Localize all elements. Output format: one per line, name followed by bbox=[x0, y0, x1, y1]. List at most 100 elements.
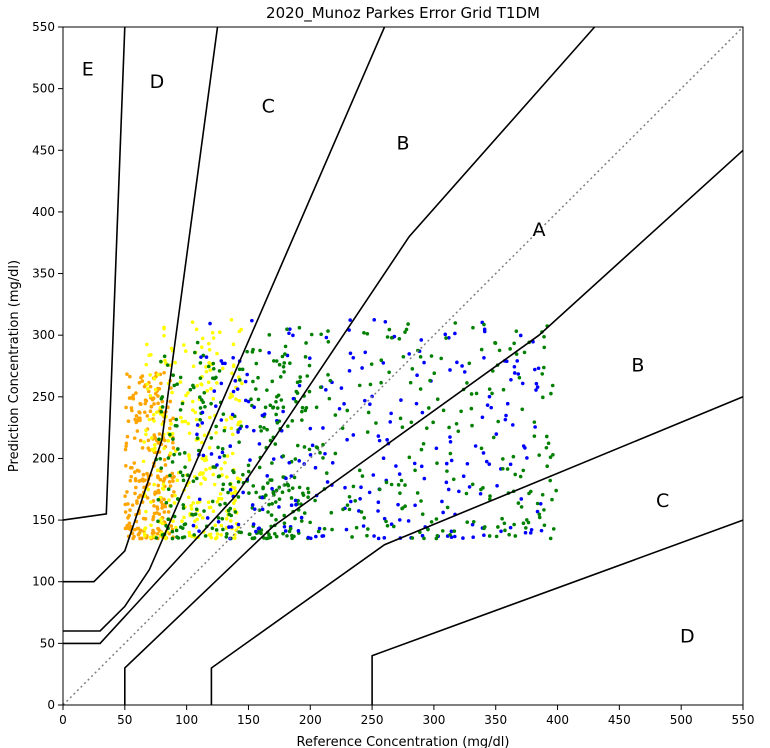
scatter-point bbox=[176, 497, 180, 501]
scatter-point bbox=[131, 393, 136, 398]
scatter-point bbox=[538, 501, 543, 506]
scatter-point bbox=[127, 385, 131, 390]
scatter-point bbox=[345, 437, 349, 442]
scatter-point bbox=[520, 381, 525, 386]
scatter-point bbox=[228, 519, 233, 523]
scatter-point bbox=[528, 489, 533, 494]
scatter-point bbox=[326, 329, 330, 333]
scatter-point bbox=[347, 507, 352, 512]
scatter-point bbox=[194, 507, 199, 512]
scatter-point bbox=[200, 516, 205, 520]
scatter-point bbox=[206, 500, 211, 505]
scatter-point bbox=[198, 417, 202, 422]
scatter-point bbox=[162, 354, 167, 359]
scatter-point bbox=[266, 510, 270, 514]
scatter-point bbox=[257, 526, 261, 530]
scatter-point bbox=[292, 534, 296, 539]
scatter-point bbox=[453, 321, 458, 325]
scatter-point bbox=[230, 412, 235, 417]
scatter-point bbox=[399, 398, 403, 402]
scatter-point bbox=[161, 482, 166, 487]
scatter-point bbox=[548, 455, 553, 459]
scatter-point bbox=[307, 363, 312, 368]
scatter-point bbox=[470, 482, 475, 487]
x-tick-label: 450 bbox=[608, 713, 631, 727]
x-tick-label: 400 bbox=[546, 713, 569, 727]
scatter-point bbox=[189, 503, 193, 508]
scatter-point bbox=[419, 499, 423, 503]
scatter-point bbox=[359, 485, 363, 489]
scatter-point bbox=[152, 376, 157, 381]
scatter-point bbox=[223, 460, 227, 465]
scatter-point bbox=[218, 502, 222, 507]
scatter-point bbox=[154, 536, 159, 540]
scatter-point bbox=[513, 534, 518, 538]
scatter-point bbox=[153, 391, 158, 396]
scatter-point bbox=[412, 461, 417, 466]
scatter-point bbox=[496, 525, 500, 529]
scatter-point bbox=[551, 452, 555, 457]
scatter-point bbox=[202, 390, 207, 395]
scatter-point bbox=[229, 525, 234, 529]
scatter-point bbox=[213, 536, 218, 541]
scatter-point bbox=[414, 401, 419, 406]
scatter-point bbox=[241, 490, 245, 495]
scatter-point bbox=[230, 371, 234, 376]
scatter-point bbox=[233, 378, 238, 383]
scatter-point bbox=[350, 535, 354, 539]
scatter-point bbox=[298, 375, 303, 379]
scatter-point bbox=[195, 384, 200, 388]
scatter-point bbox=[293, 516, 297, 521]
scatter-point bbox=[199, 481, 203, 486]
scatter-point bbox=[247, 491, 251, 495]
scatter-point bbox=[130, 503, 135, 507]
scatter-point bbox=[143, 533, 147, 538]
scatter-point bbox=[181, 478, 186, 483]
scatter-point bbox=[309, 332, 314, 337]
scatter-point bbox=[229, 317, 234, 322]
scatter-point bbox=[286, 483, 291, 488]
scatter-point bbox=[171, 373, 175, 377]
scatter-point bbox=[265, 427, 269, 432]
scatter-point bbox=[140, 379, 145, 383]
scatter-point bbox=[514, 329, 519, 333]
scatter-point bbox=[504, 413, 508, 418]
scatter-point bbox=[470, 522, 475, 527]
scatter-point bbox=[168, 451, 173, 455]
y-tick-label: 250 bbox=[32, 390, 55, 404]
scatter-point bbox=[247, 532, 252, 537]
scatter-point bbox=[129, 474, 134, 479]
scatter-point bbox=[445, 505, 450, 510]
scatter-point bbox=[133, 491, 137, 496]
scatter-point bbox=[415, 491, 420, 495]
scatter-point bbox=[449, 529, 454, 534]
scatter-point bbox=[142, 410, 147, 415]
scatter-point bbox=[219, 497, 224, 501]
scatter-point bbox=[243, 398, 248, 403]
scatter-point bbox=[170, 476, 175, 480]
scatter-point bbox=[283, 352, 287, 356]
scatter-point bbox=[152, 511, 157, 516]
scatter-point bbox=[495, 483, 499, 488]
scatter-point bbox=[293, 498, 298, 503]
scatter-point bbox=[385, 523, 390, 528]
scatter-point bbox=[237, 440, 241, 444]
scatter-point bbox=[321, 442, 325, 447]
scatter-point bbox=[215, 532, 220, 536]
scatter-point bbox=[212, 389, 217, 393]
scatter-point bbox=[297, 325, 302, 330]
scatter-point bbox=[192, 533, 196, 537]
y-tick-label: 200 bbox=[32, 451, 55, 465]
scatter-point bbox=[418, 387, 423, 391]
scatter-point bbox=[197, 497, 202, 502]
scatter-point bbox=[396, 483, 401, 487]
scatter-point bbox=[392, 334, 397, 339]
scatter-point bbox=[149, 353, 153, 357]
scatter-point bbox=[275, 406, 280, 410]
scatter-point bbox=[525, 456, 529, 460]
scatter-point bbox=[221, 527, 225, 532]
scatter-point bbox=[280, 490, 285, 495]
scatter-point bbox=[152, 419, 156, 423]
scatter-point bbox=[141, 516, 146, 521]
